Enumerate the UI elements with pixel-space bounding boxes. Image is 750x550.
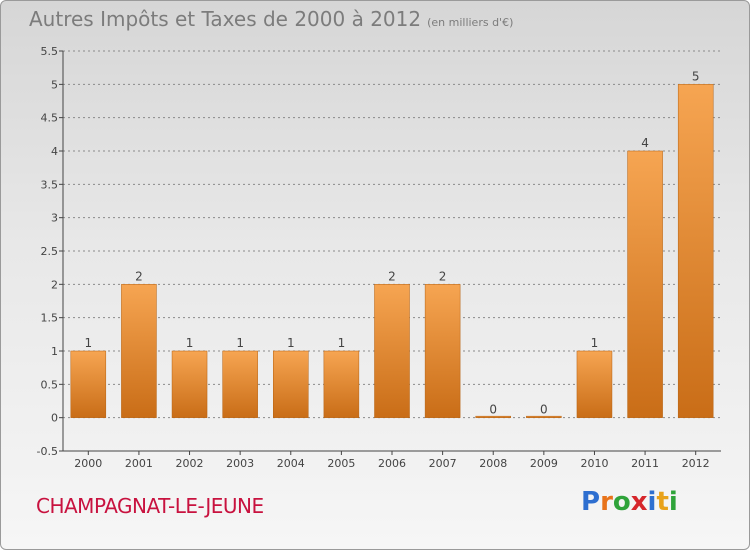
x-tick-label: 2003 — [226, 457, 254, 470]
x-tick-label: 2000 — [74, 457, 102, 470]
y-tick-label: -0.5 — [37, 445, 58, 458]
y-tick-label: 3.5 — [41, 178, 59, 191]
bar-2006 — [374, 284, 410, 418]
bar-value-label: 0 — [489, 403, 497, 417]
bar-2007 — [424, 284, 461, 418]
bar-value-label: 2 — [135, 269, 143, 283]
bar-2010 — [576, 350, 613, 418]
y-tick-label: 5 — [51, 78, 58, 91]
x-tick-label: 2005 — [327, 457, 355, 470]
logo-letter: r — [600, 487, 613, 517]
bar-value-label: 1 — [186, 336, 194, 350]
x-tick-label: 2012 — [682, 457, 710, 470]
bar-value-label: 1 — [236, 336, 244, 350]
bar-2005 — [323, 350, 360, 418]
x-tick-label: 2001 — [125, 457, 153, 470]
bar-2004 — [273, 350, 309, 418]
x-tick-label: 2008 — [479, 457, 507, 470]
y-tick-label: 0 — [51, 412, 58, 425]
logo-letter: i — [647, 487, 657, 517]
bar-2008 — [475, 415, 511, 418]
x-tick-label: 2011 — [631, 457, 659, 470]
bar-value-label: 1 — [591, 336, 599, 350]
bar-value-label: 5 — [692, 69, 700, 83]
x-tick-label: 2007 — [429, 457, 457, 470]
chart-title-text: Autres Impôts et Taxes de 2000 à 2012 — [29, 7, 422, 31]
proxiti-logo: Proxiti — [581, 487, 678, 517]
bar-2009 — [526, 415, 562, 418]
y-tick-label: 3 — [51, 212, 58, 225]
x-tick-label: 2004 — [277, 457, 305, 470]
y-tick-label: 2 — [51, 278, 58, 291]
bar-2003 — [222, 350, 258, 418]
x-tick-label: 2006 — [378, 457, 406, 470]
bar-2000 — [70, 350, 107, 418]
bar-2011 — [627, 150, 663, 418]
bar-2002 — [171, 350, 208, 418]
chart-title: Autres Impôts et Taxes de 2000 à 2012 (en… — [29, 7, 513, 31]
y-tick-label: 1.5 — [41, 312, 59, 325]
logo-letter: x — [630, 487, 648, 517]
x-tick-label: 2010 — [580, 457, 608, 470]
bar-value-label: 4 — [641, 136, 649, 150]
y-tick-label: 0.5 — [41, 378, 59, 391]
bar-2012 — [677, 84, 714, 418]
y-tick-label: 4.5 — [41, 112, 59, 125]
bar-2001 — [121, 284, 157, 418]
y-tick-label: 4 — [51, 145, 58, 158]
bar-value-label: 0 — [540, 403, 548, 417]
logo-letter: t — [656, 487, 669, 517]
chart-subtitle: (en milliers d'€) — [427, 16, 514, 29]
logo-letter: o — [612, 487, 631, 517]
logo-letter: P — [581, 487, 601, 517]
y-tick-label: 5.5 — [41, 45, 59, 58]
y-tick-label: 2.5 — [41, 245, 59, 258]
x-tick-label: 2002 — [176, 457, 204, 470]
bar-value-label: 1 — [287, 336, 295, 350]
bar-value-label: 2 — [439, 269, 447, 283]
x-tick-label: 2009 — [530, 457, 558, 470]
y-tick-label: 1 — [51, 345, 58, 358]
commune-name: CHAMPAGNAT-LE-JEUNE — [36, 494, 264, 518]
bar-value-label: 1 — [338, 336, 346, 350]
bar-value-label: 1 — [84, 336, 92, 350]
bar-value-label: 2 — [388, 269, 396, 283]
logo-letter: i — [668, 487, 678, 517]
